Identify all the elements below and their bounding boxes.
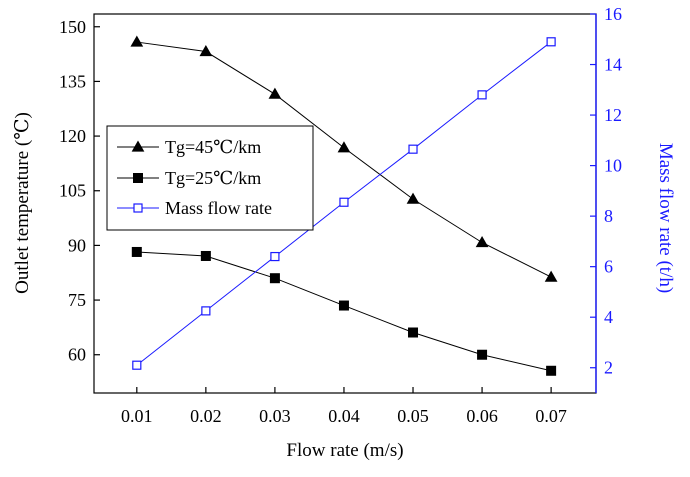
legend-marker-1	[133, 173, 143, 183]
data-point-1	[477, 349, 488, 360]
data-point-1	[200, 250, 211, 261]
y-left-tick-label: 105	[59, 181, 86, 201]
x-tick-label: 0.06	[466, 406, 498, 426]
y-left-tick-label: 150	[59, 17, 86, 37]
y-left-tick-label: 60	[68, 345, 86, 365]
y-left-tick-label: 75	[68, 290, 86, 310]
x-tick-label: 0.05	[397, 406, 429, 426]
y-right-tick-label: 16	[604, 4, 622, 24]
y-right-axis-title: Mass flow rate (t/h)	[655, 143, 676, 293]
y-right-tick-label: 2	[604, 358, 613, 378]
data-point-1	[408, 327, 419, 338]
data-point-0	[406, 192, 420, 204]
data-point-2	[132, 360, 142, 370]
y-right-tick-label: 4	[604, 307, 613, 327]
data-point-2	[408, 144, 418, 154]
data-point-2	[339, 197, 349, 207]
x-axis-ticks: 0.01 0.02 0.03 0.04 0.05 0.06 0.07	[121, 387, 567, 426]
data-point-0	[337, 141, 351, 153]
x-axis-title: Flow rate (m/s)	[286, 440, 403, 461]
data-point-0	[199, 45, 213, 57]
y-right-axis-ticks: 2 4 6 8 10 12 14 16	[590, 4, 622, 378]
data-point-0	[268, 87, 282, 99]
legend-label-1: Tg=25℃/km	[165, 168, 261, 188]
data-point-1	[546, 365, 557, 376]
legend-marker-2	[133, 203, 143, 213]
y-left-tick-label: 120	[59, 126, 86, 146]
data-point-0	[130, 35, 144, 47]
y-left-axis-ticks: 60 75 90 105 120 135 150	[59, 17, 100, 365]
x-tick-label: 0.03	[259, 406, 291, 426]
data-point-1	[338, 300, 349, 311]
data-point-2	[477, 90, 487, 100]
y-right-tick-label: 12	[604, 105, 622, 125]
data-point-2	[201, 306, 211, 316]
x-tick-label: 0.02	[190, 406, 222, 426]
legend-marker-0	[131, 140, 145, 152]
data-point-1	[269, 273, 280, 284]
x-tick-label: 0.04	[328, 406, 360, 426]
data-point-1	[131, 246, 142, 257]
y-right-tick-label: 14	[604, 55, 622, 75]
y-left-axis-title: Outlet temperature (℃)	[12, 112, 33, 294]
y-right-tick-label: 10	[604, 156, 622, 176]
y-left-tick-label: 90	[68, 235, 86, 255]
y-right-tick-label: 6	[604, 257, 613, 277]
x-tick-label: 0.01	[121, 406, 153, 426]
data-point-0	[544, 270, 558, 282]
y-right-tick-label: 8	[604, 206, 613, 226]
data-point-2	[546, 37, 556, 47]
legend: Tg=45℃/km Tg=25℃/km Mass flow rate	[106, 125, 314, 231]
data-point-0	[475, 235, 489, 248]
series-layer	[130, 35, 558, 376]
series-line-1	[136, 251, 552, 372]
data-point-2	[270, 251, 280, 262]
legend-label-2: Mass flow rate	[165, 198, 272, 218]
legend-label-0: Tg=45℃/km	[165, 137, 261, 157]
y-left-tick-label: 135	[59, 71, 86, 91]
x-tick-label: 0.07	[535, 406, 567, 426]
